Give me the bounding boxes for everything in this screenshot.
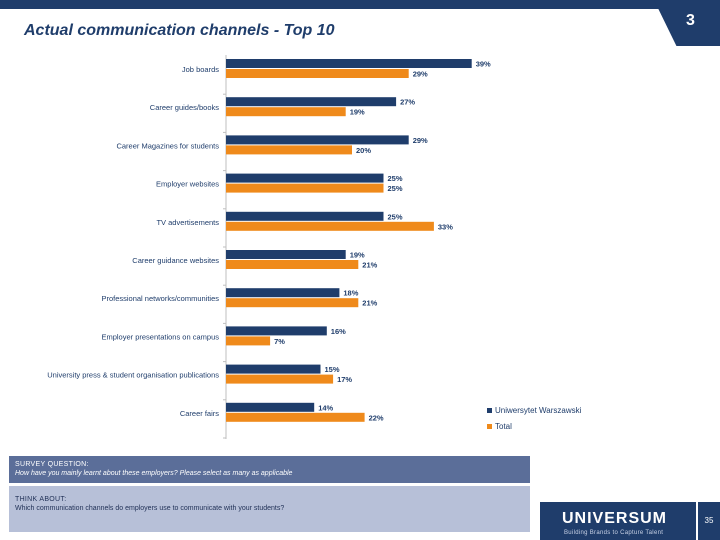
bar-total	[226, 298, 359, 308]
page-number: 3	[686, 12, 695, 29]
data-label-uw: 25%	[388, 174, 403, 183]
category-label: Career fairs	[180, 409, 219, 418]
bar-uw	[226, 211, 384, 221]
logo-tagline: Building Brands to Capture Talent	[564, 530, 664, 536]
category-label: Career guides/books	[150, 103, 219, 112]
data-label-uw: 27%	[400, 98, 415, 107]
data-label-total: 20%	[356, 146, 371, 155]
survey-question-box: SURVEY QUESTION: How have you mainly lea…	[9, 456, 530, 483]
slide-title: Actual communication channels - Top 10	[24, 22, 335, 39]
data-label-total: 22%	[369, 413, 384, 422]
bar-uw	[226, 173, 384, 183]
survey-question-text: How have you mainly learnt about these e…	[15, 470, 293, 477]
data-label-uw: 29%	[413, 136, 428, 145]
data-label-total: 21%	[362, 299, 377, 308]
bar-total	[226, 260, 359, 269]
data-label-total: 33%	[438, 222, 453, 231]
legend-label-uw: Uniwersytet Warszawski	[495, 405, 582, 415]
data-label-uw: 18%	[343, 289, 358, 298]
think-label: THINK ABOUT:	[15, 496, 67, 503]
data-label-total: 29%	[413, 70, 428, 79]
data-label-total: 25%	[388, 184, 403, 193]
category-label: Job boards	[182, 65, 219, 74]
legend-item-total: Total	[487, 418, 581, 434]
survey-label: SURVEY QUESTION:	[15, 461, 89, 468]
bar-total	[226, 221, 434, 231]
category-label: University press & student organisation …	[47, 371, 219, 380]
data-label-total: 19%	[350, 108, 365, 117]
bar-total	[226, 183, 384, 193]
category-label: Employer presentations on campus	[101, 332, 219, 341]
bar-chart: Job boards 39% 29% Career guides/books 27% 19…	[47, 55, 491, 439]
legend-swatch-total	[487, 423, 492, 429]
data-label-total: 21%	[362, 261, 377, 270]
data-label-uw: 15%	[325, 365, 340, 374]
legend-swatch-uw	[487, 407, 492, 413]
category-label: Career Magazines for students	[116, 141, 219, 150]
data-label-uw: 16%	[331, 327, 346, 336]
bar-total	[226, 145, 352, 155]
bar-total	[226, 69, 409, 78]
chart-legend: Uniwersytet Warszawski Total	[487, 402, 581, 434]
bar-uw	[226, 326, 327, 336]
bar-uw	[226, 97, 397, 107]
legend-item-uw: Uniwersytet Warszawski	[487, 402, 581, 418]
think-text: Which communication channels do employer…	[15, 505, 285, 512]
category-label: TV advertisements	[156, 218, 219, 227]
bar-uw	[226, 364, 321, 374]
data-label-total: 17%	[337, 375, 352, 384]
bar-total	[226, 412, 365, 422]
header-bar	[0, 0, 720, 9]
bar-total	[226, 374, 334, 384]
footer-page-number: 35	[698, 502, 720, 540]
data-label-uw: 39%	[476, 60, 491, 69]
data-label-uw: 25%	[388, 212, 403, 221]
data-label-total: 7%	[274, 337, 285, 346]
bar-total	[226, 336, 271, 346]
category-label: Professional networks/communities	[101, 294, 219, 303]
legend-label-total: Total	[495, 421, 512, 431]
logo-name: UNIVERSUM	[562, 510, 668, 527]
bar-uw	[226, 250, 346, 259]
universum-logo: UNIVERSUM Building Brands to Capture Tal…	[540, 502, 696, 540]
bar-uw	[226, 135, 409, 145]
think-about-box: THINK ABOUT: Which communication channel…	[9, 486, 530, 532]
bar-uw	[226, 288, 340, 298]
data-label-uw: 19%	[350, 251, 365, 260]
data-label-uw: 14%	[318, 403, 333, 412]
category-label: Career guidance websites	[132, 256, 219, 265]
bar-uw	[226, 402, 315, 412]
bar-total	[226, 107, 346, 117]
bar-uw	[226, 59, 472, 68]
category-label: Employer websites	[156, 180, 219, 189]
